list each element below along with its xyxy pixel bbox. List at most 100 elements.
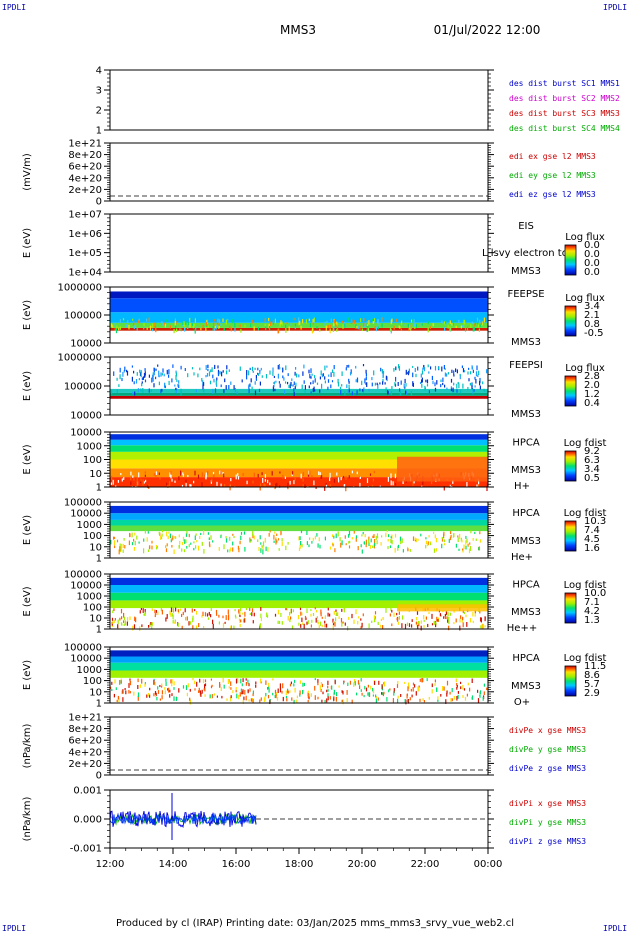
spectrogram-speckle [444,384,446,388]
spectrogram-speckle [255,375,257,379]
spectrogram-speckle [349,540,351,544]
spectrogram-speckle [423,365,425,368]
spectrogram-speckle [361,549,363,554]
ytick-label: 0.000 [73,815,102,826]
spectrogram-speckle [300,541,302,546]
spectrogram-speckle [454,320,456,323]
spectrogram-speckle [329,546,331,550]
spectrogram-speckle [434,382,436,387]
spectrogram-speckle [242,612,244,615]
spectrogram-speckle [465,545,467,550]
spectrogram-speckle [287,688,289,694]
spectrogram-speckle [198,690,200,693]
spectrogram-speckle [262,549,264,555]
spectrogram-speckle [113,620,115,624]
spectrogram-speckle [311,328,313,334]
spectrogram-speckle [382,381,384,385]
spectrogram-speckle [443,533,445,539]
spectrogram-speckle [178,384,180,388]
spectrogram-speckle [366,324,368,327]
spectrogram-speckle [268,317,270,322]
spectrogram-speckle [309,373,311,379]
spectrogram-speckle [289,618,291,623]
spectrogram-speckle [460,686,462,690]
spectrogram-speckle [210,369,212,373]
spectrogram-speckle [251,612,253,617]
spectrogram-speckle [462,548,464,553]
spectrogram-speckle [133,476,135,481]
spectrogram-speckle [408,327,410,332]
spectrogram-speckle [436,687,438,693]
spectrogram-speckle [426,384,429,387]
spectrogram-speckle [486,486,488,492]
spectrogram-speckle [260,367,262,371]
spectrogram-speckle [199,535,201,539]
spectrogram-speckle [474,321,476,326]
ytick-label: 1000 [77,592,102,603]
spectrogram-speckle [224,484,226,488]
colorbar [564,592,577,624]
spectrogram-speckle [196,611,198,615]
spectrogram-speckle [431,481,433,485]
spectrogram-speckle [449,691,451,695]
spectrogram-speckle [362,388,364,392]
instrument-label: FEEPSE [507,289,544,300]
spectrogram-speckle [152,372,154,378]
spectrogram-speckle [348,381,350,384]
spectrogram-speckle [365,542,367,548]
spectrogram-speckle [174,536,176,539]
ytick-label: 100 [83,603,102,614]
spectrogram-speckle [463,544,465,550]
spectrogram-enhancement [397,604,488,612]
spectrogram-speckle [257,367,259,371]
spectrogram-speckle [152,328,154,332]
spectrogram-speckle [348,317,350,322]
spectrogram-speckle [459,373,461,376]
spectrogram-speckle [302,371,304,376]
spectrogram-speckle [174,384,176,387]
spectrogram-speckle [372,687,374,692]
spectrogram-speckle [471,678,473,684]
spectrogram-speckle [414,684,416,688]
spectrogram-speckle [484,625,486,628]
spectrogram-speckle [471,382,473,388]
spectrogram-speckle [347,682,349,686]
spectrogram-speckle [268,688,270,693]
spectrogram-speckle [193,372,195,376]
spectrogram-speckle [210,614,212,618]
spectrogram-speckle [227,318,229,322]
spectrogram-speckle [371,382,373,387]
spectrogram-speckle [306,530,308,536]
spectrogram-speckle [252,370,254,373]
spectrogram-speckle [449,612,452,616]
spectrogram-speckle [187,683,189,688]
spectrogram-speckle [312,380,314,385]
spectrogram-speckle [377,384,379,389]
spectrogram-speckle [412,682,415,686]
colorbar-label: 3.4 [584,301,600,312]
spectrogram-speckle [390,539,392,544]
spectrogram-speckle [144,371,146,376]
spectrogram-speckle [291,697,293,701]
spectrogram-speckle [273,385,275,388]
spectrogram-speckle [235,616,237,619]
spectrogram-speckle [290,616,292,620]
spectrogram-speckle [382,692,384,695]
colorbar-title: Log fdist [564,653,607,664]
spectrogram-speckle [346,698,348,703]
spectrogram-speckle [324,620,326,624]
spectrogram-speckle [341,320,343,323]
ytick-label: 1 [96,699,102,710]
spectrogram-speckle [394,473,396,479]
spectrogram-speckle [423,367,426,372]
spectrogram-speckle [140,478,142,482]
spectrogram-speckle [473,327,475,332]
spacecraft-label: MMS3 [511,607,541,618]
spectrogram-speckle [216,384,218,387]
spectrogram-speckle [275,538,277,544]
spectrogram-speckle [394,483,397,486]
spectrogram-speckle [148,388,150,393]
spectrogram-band [110,322,488,328]
spectrogram-speckle [401,623,403,629]
spectrogram-speckle [474,323,476,327]
